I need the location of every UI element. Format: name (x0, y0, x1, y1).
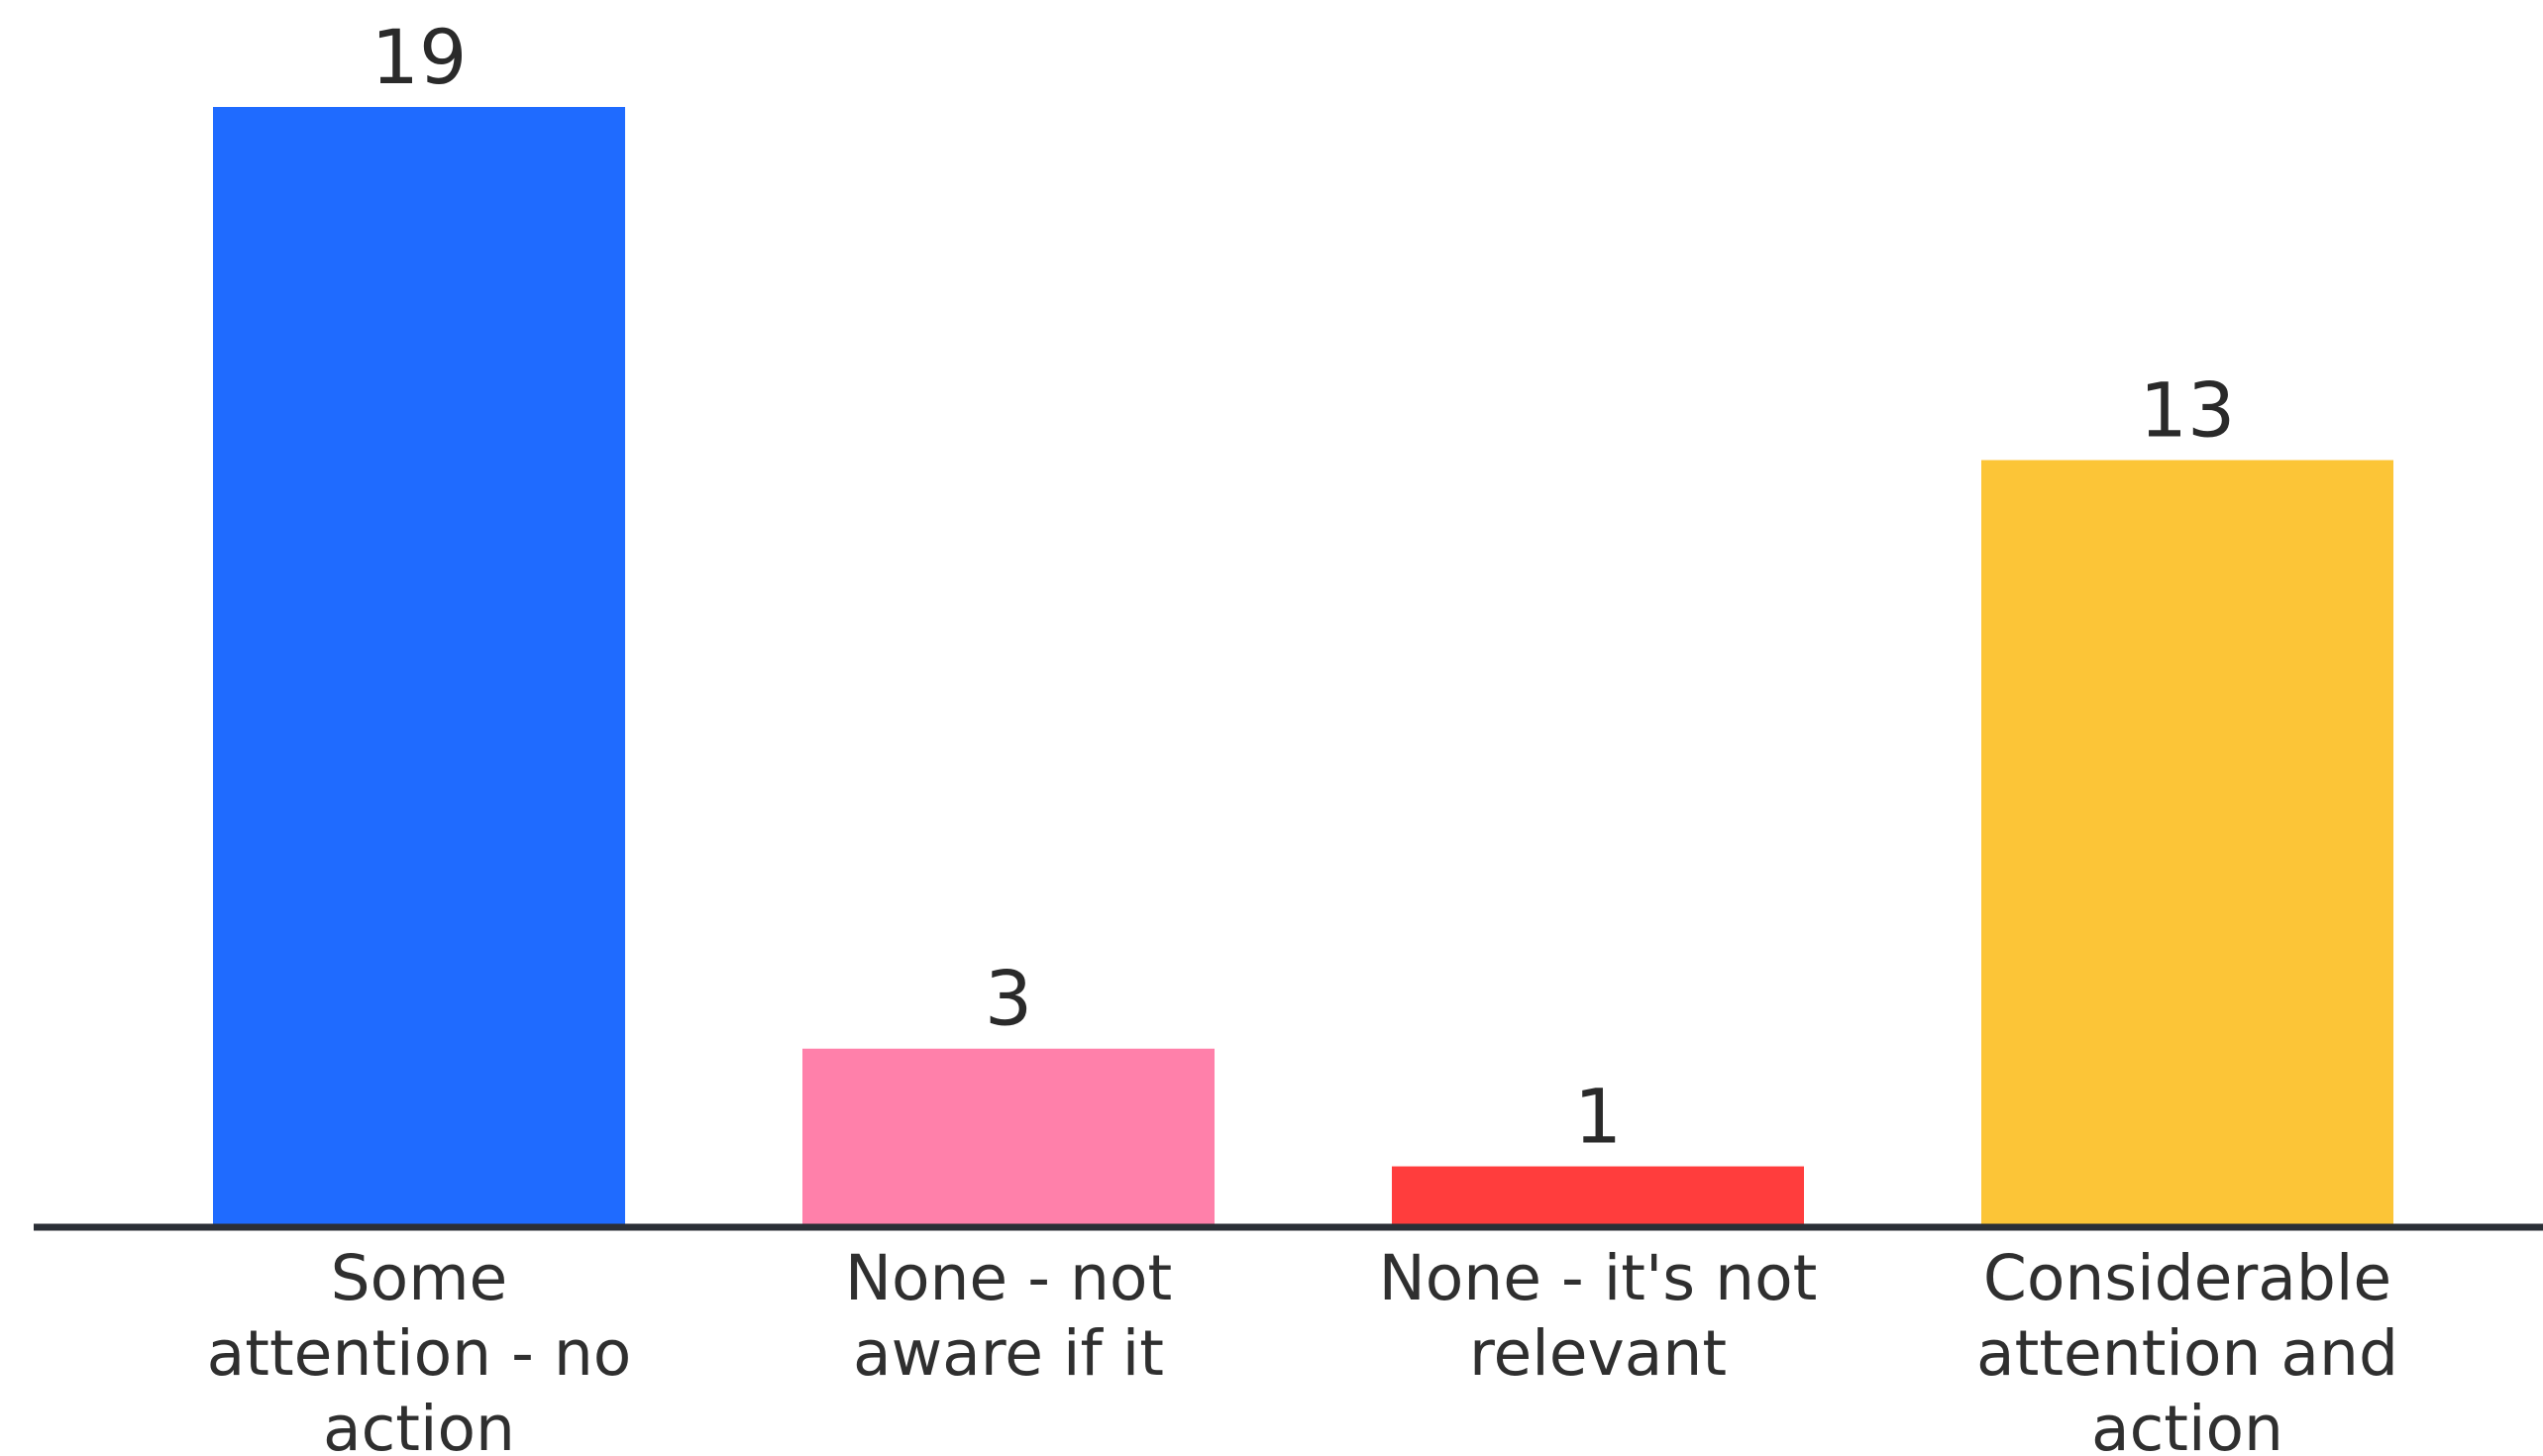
bar-4 (1981, 460, 2393, 1225)
category-label-line: Considerable (1983, 1242, 2391, 1314)
category-label-line: None - not (845, 1242, 1172, 1314)
value-label-2: 3 (985, 955, 1032, 1043)
category-label-3: None - it's not relevant (1379, 1242, 1818, 1390)
category-label-line: action (2091, 1393, 2283, 1456)
category-label-4: Considerable attention and action (1976, 1242, 2398, 1456)
category-label-line: attention - no (207, 1317, 632, 1390)
category-label-line: relevant (1469, 1317, 1727, 1390)
value-label-1: 19 (371, 13, 468, 101)
bars-layer (213, 107, 2393, 1225)
bar-3 (1392, 1166, 1804, 1225)
category-label-line: aware if it (853, 1317, 1164, 1390)
bar-2 (802, 1048, 1215, 1225)
value-label-3: 1 (1574, 1073, 1622, 1161)
value-label-4: 13 (2140, 366, 2236, 455)
category-label-line: action (323, 1393, 515, 1456)
category-label-line: Some (331, 1242, 508, 1314)
category-label-2: None - not aware if it (845, 1242, 1172, 1390)
value-labels-layer: 19 3 1 13 (371, 13, 2236, 1161)
category-label-1: Some attention - no action (207, 1242, 632, 1456)
bar-1 (213, 107, 625, 1225)
category-label-line: None - it's not (1379, 1242, 1818, 1314)
category-label-line: attention and (1976, 1317, 2398, 1390)
